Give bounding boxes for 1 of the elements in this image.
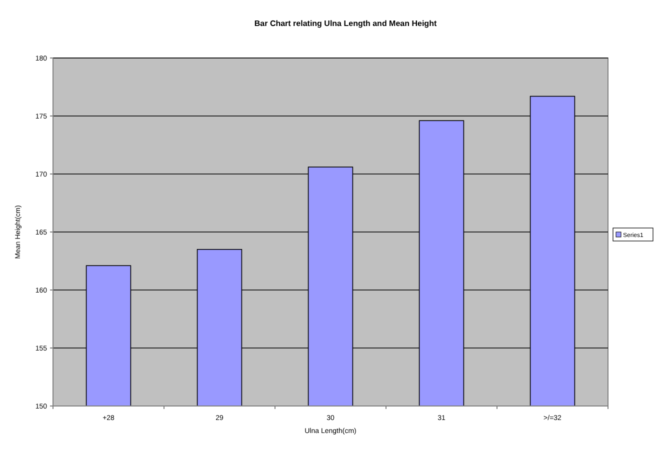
chart-title: Bar Chart relating Ulna Length and Mean Height	[254, 19, 437, 28]
